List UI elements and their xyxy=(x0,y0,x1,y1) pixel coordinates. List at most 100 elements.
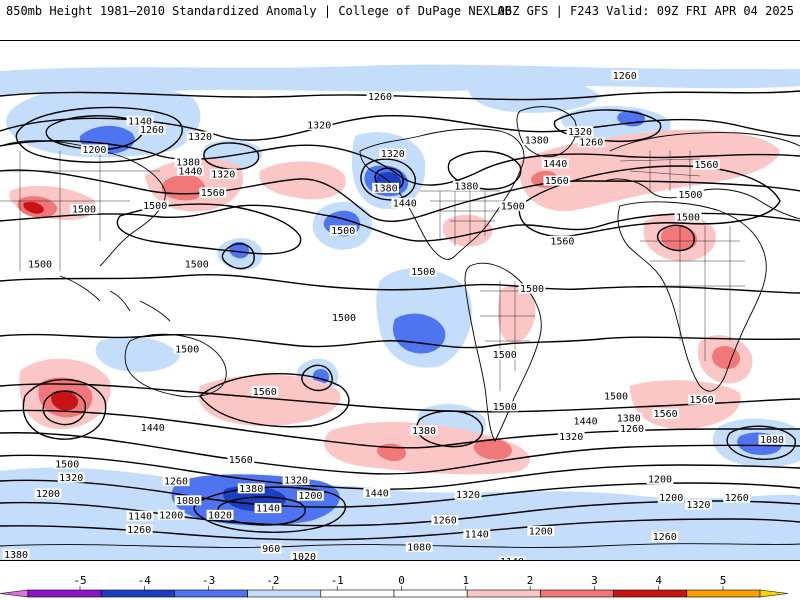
contour-label-bg xyxy=(454,489,482,500)
contour-label-bg xyxy=(227,454,255,465)
border-south-america xyxy=(480,281,535,391)
contour-label-bg xyxy=(453,180,480,191)
contour-label-bg xyxy=(651,531,679,542)
pos2-south-africa xyxy=(712,346,741,369)
contour-label-bg xyxy=(26,259,54,270)
contour-label: 1320 xyxy=(59,473,83,484)
contour-label-bg xyxy=(251,386,279,397)
contour-label-bg xyxy=(141,200,169,211)
pos1-central-npac xyxy=(259,161,346,200)
contour-label: 1500 xyxy=(678,190,702,201)
pos1-south-america xyxy=(497,285,536,344)
contour-1500-sw-pacific xyxy=(42,390,86,426)
contour-label: 1140 xyxy=(465,530,489,541)
contour-label: 1320 xyxy=(559,432,583,443)
colorbar-label: -1 xyxy=(331,574,344,587)
neg1-antarctic-band xyxy=(0,467,800,560)
contour-label: 1200 xyxy=(659,493,683,504)
neg1-nw-pacific xyxy=(6,85,201,158)
contour-label-bg xyxy=(657,492,685,503)
contour-label: 1140 xyxy=(128,511,152,522)
contour-label: 1140 xyxy=(500,557,524,561)
contour-label-bg xyxy=(557,431,585,442)
contour-label: 1320 xyxy=(456,490,480,501)
contour-1380-s-atlantic xyxy=(416,410,484,448)
colorbar-label: 1 xyxy=(462,574,469,587)
contour-label-bg xyxy=(677,189,704,200)
contour-label: 1380 xyxy=(4,550,28,561)
contour-label: 1320 xyxy=(284,476,308,487)
contour-label-bg xyxy=(693,159,720,170)
contour-label: 1080 xyxy=(760,435,784,446)
contour-label-bg xyxy=(527,525,555,536)
contour-label-bg xyxy=(53,458,81,469)
contour-label: 1500 xyxy=(331,226,355,237)
contour-label-bg xyxy=(602,390,630,401)
colorbar-labels: -5 -4 -3 -2 -1 0 1 2 3 4 5 xyxy=(73,574,726,587)
contour-label-bg xyxy=(723,492,751,503)
border-us-states xyxy=(420,190,505,246)
colorbar-swatch xyxy=(100,589,175,598)
contour-label: 1440 xyxy=(543,159,567,170)
colorbar-swatch xyxy=(393,589,468,598)
contour-label: 1500 xyxy=(411,267,435,278)
border-africa xyxy=(640,226,745,361)
contour-1560-south-a xyxy=(199,373,350,428)
contour-label-bg xyxy=(126,115,154,126)
contour-label: 1500 xyxy=(175,344,199,355)
colorbar-swatch xyxy=(247,589,322,598)
contour-label: 1560 xyxy=(229,455,253,466)
contour-label-bg xyxy=(674,211,702,222)
contour-label-bg xyxy=(572,415,599,426)
contour-1320-east-siberia xyxy=(203,142,260,171)
colorbar-swatch xyxy=(613,589,688,598)
contour-label: 1500 xyxy=(185,260,209,271)
contour-label-bg xyxy=(282,475,310,486)
contour-label-bg xyxy=(162,476,190,487)
contour-label-bg xyxy=(431,515,459,526)
colorbar-swatches xyxy=(0,589,789,598)
contour-label: 1440 xyxy=(141,423,165,434)
contour-1380-north xyxy=(0,140,800,186)
contour-label: 1560 xyxy=(253,387,277,398)
contour-label-bg xyxy=(611,70,639,81)
contour-label: 1020 xyxy=(208,510,232,521)
contour-label: 1500 xyxy=(28,260,52,271)
contour-label: 1500 xyxy=(501,202,525,213)
contour-label-bg xyxy=(491,401,519,412)
contour-1260-south xyxy=(0,479,800,508)
colorbar-label: 0 xyxy=(398,574,405,587)
contour-label: 1200 xyxy=(298,491,322,502)
contour-label: 1560 xyxy=(690,395,714,406)
contour-label-bg xyxy=(566,126,594,137)
neg2-central-pacific xyxy=(229,241,250,259)
pos3-sw-pacific xyxy=(51,390,79,411)
contour-label-bg xyxy=(498,556,526,560)
contour-label: 1320 xyxy=(211,169,235,180)
contour-label-bg xyxy=(758,434,786,445)
contour-label: 1380 xyxy=(176,157,200,168)
contour-label: 1500 xyxy=(520,284,544,295)
contour-label: 1080 xyxy=(176,496,200,507)
contour-label: 1200 xyxy=(82,145,106,156)
contour-label-bg xyxy=(199,187,227,198)
contour-label-bg xyxy=(518,283,546,294)
colorbar-label: -4 xyxy=(138,574,152,587)
pos1-atlantic xyxy=(519,129,780,212)
contour-label-bg xyxy=(409,266,437,277)
contour-1440-north xyxy=(0,169,800,223)
contour-label-bg xyxy=(405,542,433,553)
colorbar-swatch xyxy=(686,589,761,598)
contour-label-bg xyxy=(491,349,519,360)
contour-label-bg xyxy=(618,423,646,434)
contour-1500-eq-a xyxy=(0,273,800,294)
contour-1140-nw-pacific xyxy=(45,115,144,151)
contour-label: 1500 xyxy=(55,459,79,470)
contour-label-bg xyxy=(183,259,211,270)
contour-label: 1260 xyxy=(579,138,603,149)
model-valid-time: 06Z GFS | F243 Valid: 09Z FRI APR 04 202… xyxy=(497,4,794,18)
contour-label: 1560 xyxy=(201,188,225,199)
contour-label: 1380 xyxy=(525,136,549,147)
contour-label-bg xyxy=(379,148,407,159)
colorbar-label: 3 xyxy=(591,574,598,587)
